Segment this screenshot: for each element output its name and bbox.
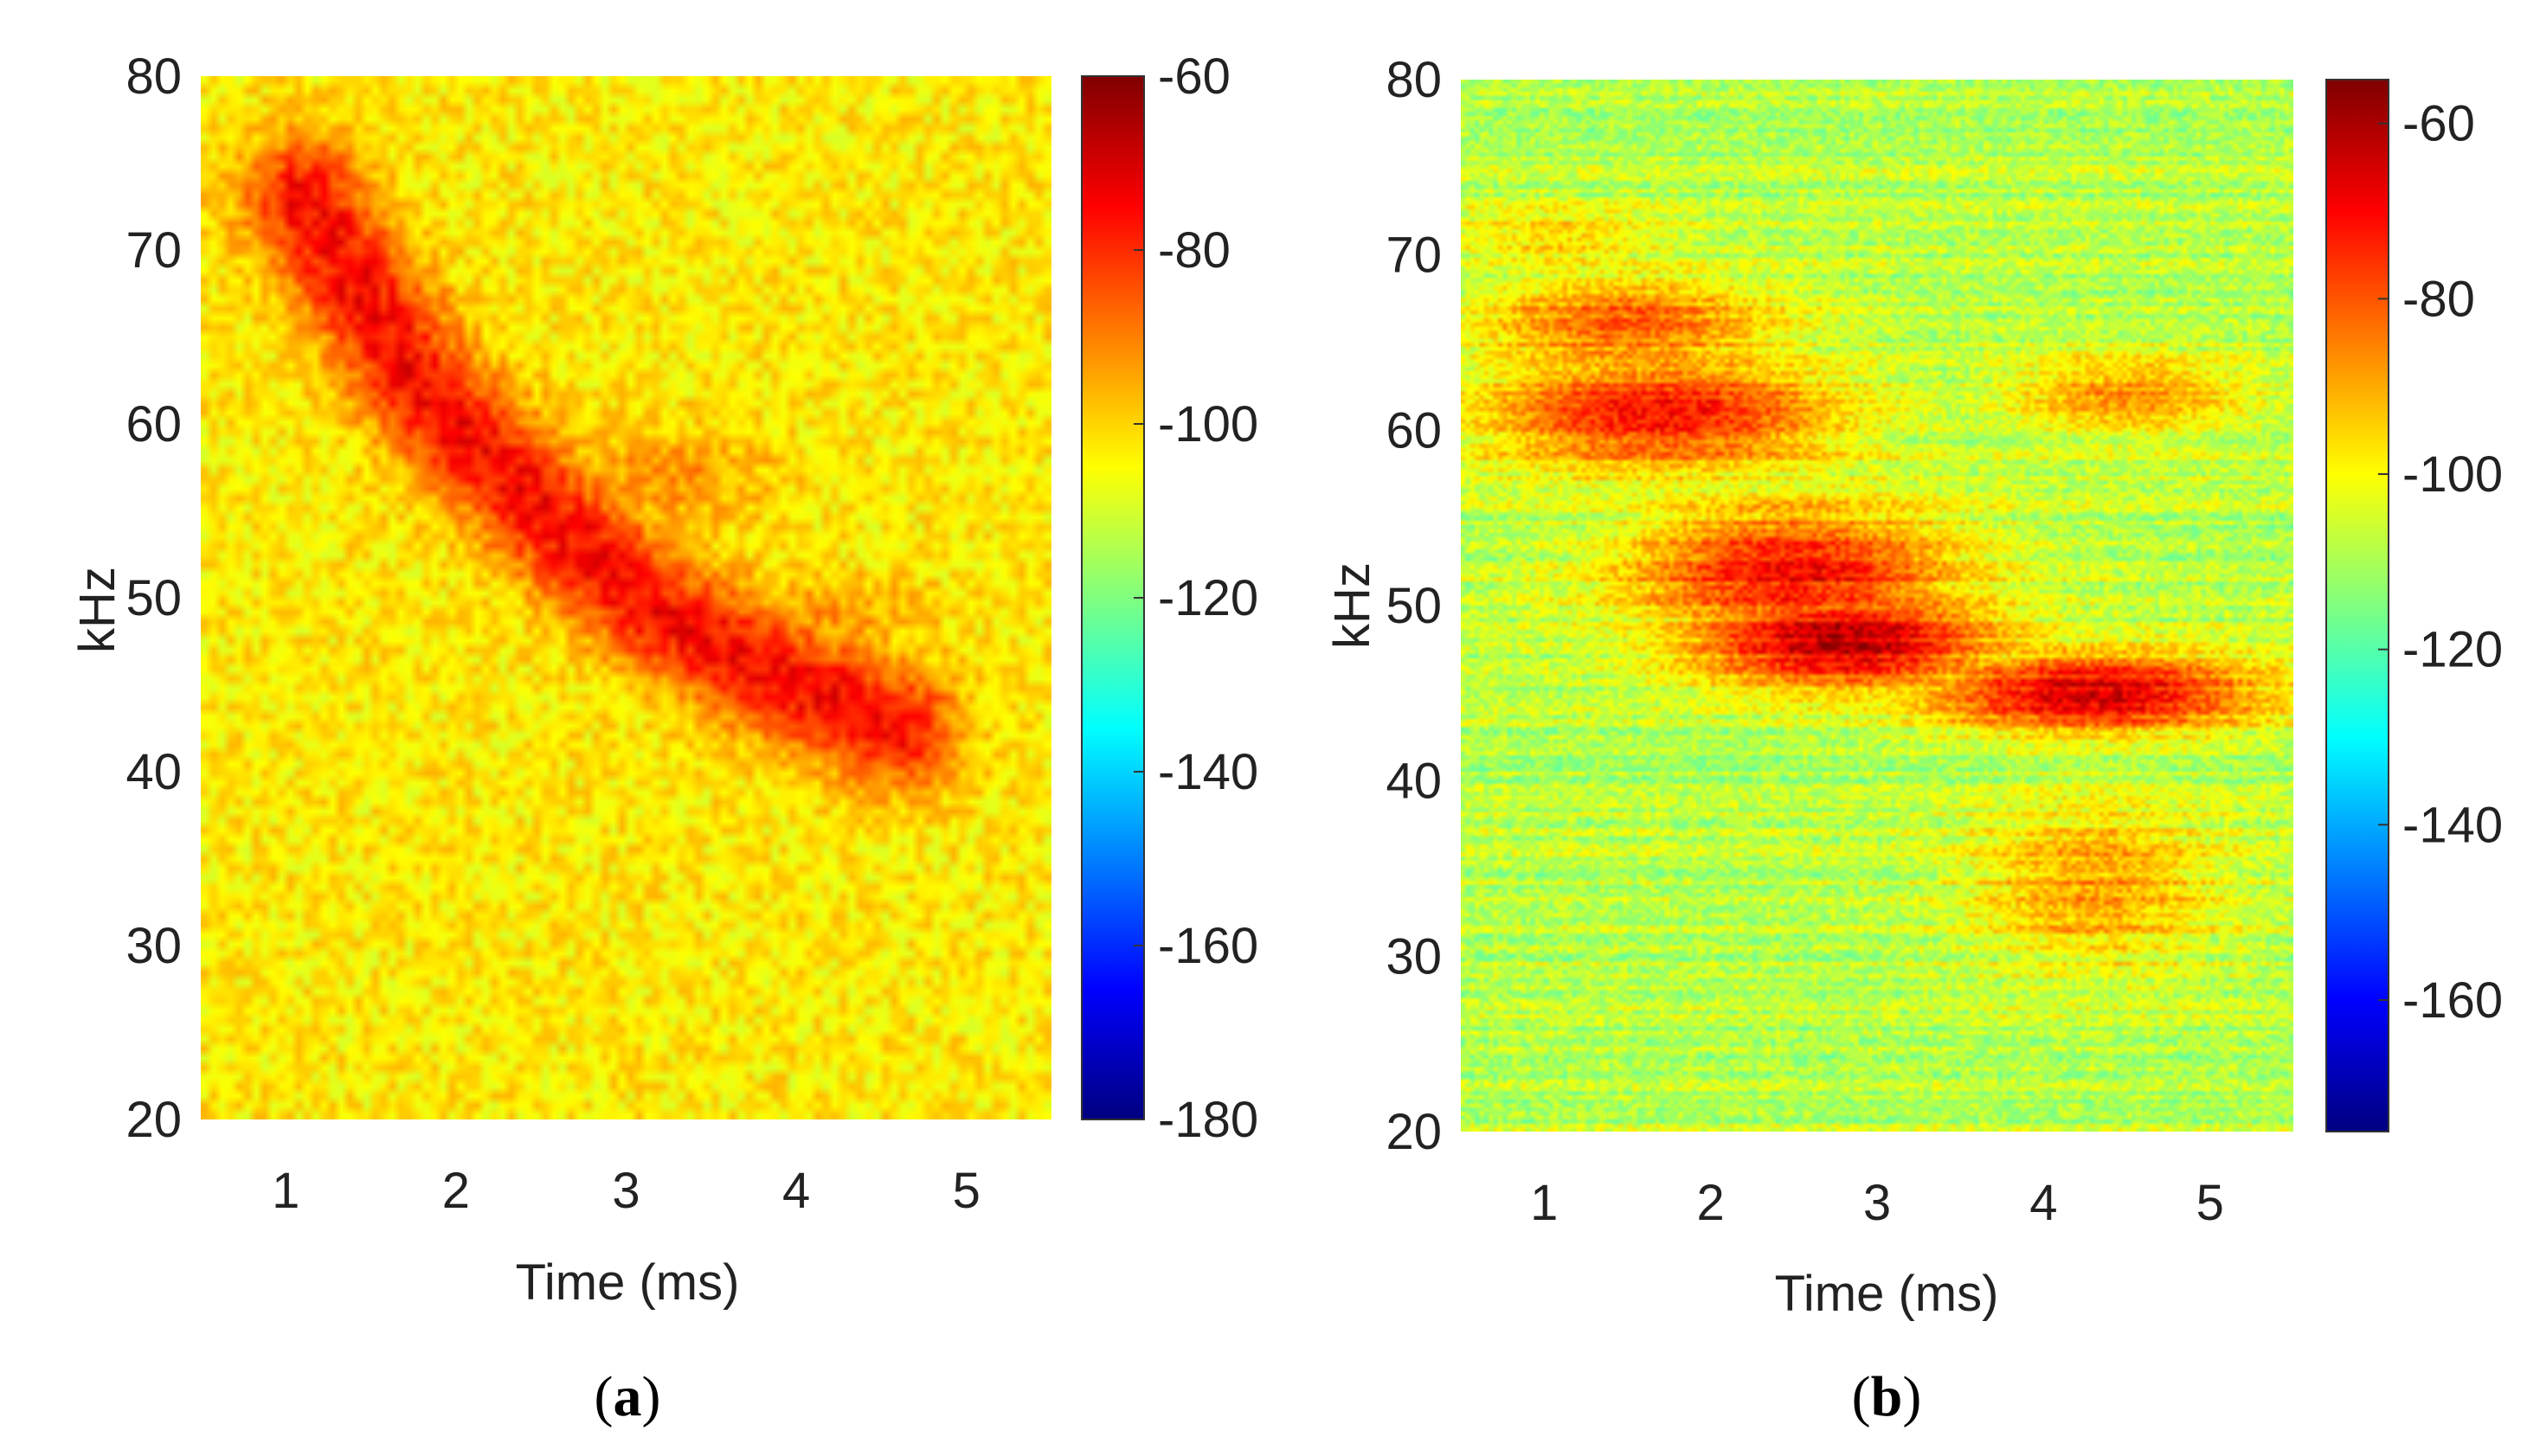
caption-open-paren: ( xyxy=(1852,1365,1871,1428)
colorbar-tick-label: -80 xyxy=(2402,271,2475,327)
x-tick-label: 4 xyxy=(2029,1175,2057,1231)
y-tick-label: 30 xyxy=(1386,928,1442,985)
y-tick-label: 50 xyxy=(125,570,182,626)
y-tick-label: 40 xyxy=(125,744,182,800)
colorbar-gradient xyxy=(2325,79,2389,1132)
x-tick-label: 1 xyxy=(272,1163,299,1219)
y-axis-label: kHz xyxy=(69,567,125,653)
colorbar-tick-label: -120 xyxy=(2402,622,2503,678)
colorbar-tick-label: -180 xyxy=(1158,1092,1258,1148)
x-axis-label: Time (ms) xyxy=(1775,1266,1999,1322)
y-tick-label: 60 xyxy=(125,396,182,452)
x-tick-label: 4 xyxy=(782,1163,810,1219)
spectrogram-heatmap xyxy=(1461,80,2293,1132)
x-tick-label: 2 xyxy=(442,1163,470,1219)
panel-caption: (a) xyxy=(595,1365,661,1428)
x-axis-ticks: 1 2 3 4 5 xyxy=(1530,1175,2224,1231)
colorbar-tick-label: -120 xyxy=(1158,570,1258,626)
caption-close-paren: ) xyxy=(1902,1365,1921,1428)
y-tick-label: 60 xyxy=(1386,402,1442,459)
spectrogram-heatmap xyxy=(201,76,1051,1119)
colorbar-tick-label: -60 xyxy=(2402,96,2475,152)
y-axis-ticks: 20 30 40 50 60 70 80 xyxy=(125,48,182,1148)
y-tick-label: 20 xyxy=(1386,1104,1442,1160)
colorbar-tick-label: -160 xyxy=(1158,918,1258,974)
caption-letter: a xyxy=(614,1365,642,1428)
x-tick-label: 3 xyxy=(612,1163,640,1219)
colorbar: -60 -80 -100 -120 -140 -160 xyxy=(2325,79,2503,1132)
x-axis-label: Time (ms) xyxy=(516,1254,740,1311)
y-axis-label: kHz xyxy=(1324,562,1380,649)
caption-open-paren: ( xyxy=(595,1365,614,1428)
colorbar-tick-label: -140 xyxy=(2402,797,2503,853)
x-axis-ticks: 1 2 3 4 5 xyxy=(272,1163,981,1219)
x-tick-label: 2 xyxy=(1696,1175,1724,1231)
x-tick-label: 5 xyxy=(2196,1175,2224,1231)
panel-caption: (b) xyxy=(1852,1365,1922,1428)
x-tick-label: 3 xyxy=(1863,1175,1891,1231)
y-tick-label: 40 xyxy=(1386,754,1442,810)
y-tick-label: 70 xyxy=(1386,228,1442,284)
y-axis-ticks: 20 30 40 50 60 70 80 xyxy=(1386,52,1442,1160)
y-tick-label: 70 xyxy=(125,222,182,279)
y-tick-label: 80 xyxy=(1386,52,1442,108)
y-tick-label: 80 xyxy=(125,48,182,105)
colorbar-tick-label: -80 xyxy=(1158,222,1231,279)
colorbar-tick-label: -140 xyxy=(1158,744,1258,800)
plot-area xyxy=(1461,80,2293,1132)
plot-area xyxy=(201,76,1051,1119)
y-tick-label: 20 xyxy=(125,1092,182,1148)
colorbar-tick-label: -60 xyxy=(1158,48,1231,105)
y-tick-label: 30 xyxy=(125,918,182,974)
x-tick-label: 5 xyxy=(953,1163,981,1219)
caption-letter: b xyxy=(1871,1365,1903,1428)
x-tick-label: 1 xyxy=(1530,1175,1558,1231)
caption-close-paren: ) xyxy=(642,1365,661,1428)
colorbar: -60 -80 -100 -120 -140 -160 -180 xyxy=(1081,48,1258,1148)
colorbar-tick-label: -100 xyxy=(1158,396,1258,452)
colorbar-tick-label: -100 xyxy=(2402,446,2503,503)
colorbar-tick-label: -160 xyxy=(2402,972,2503,1029)
y-tick-label: 50 xyxy=(1386,578,1442,634)
